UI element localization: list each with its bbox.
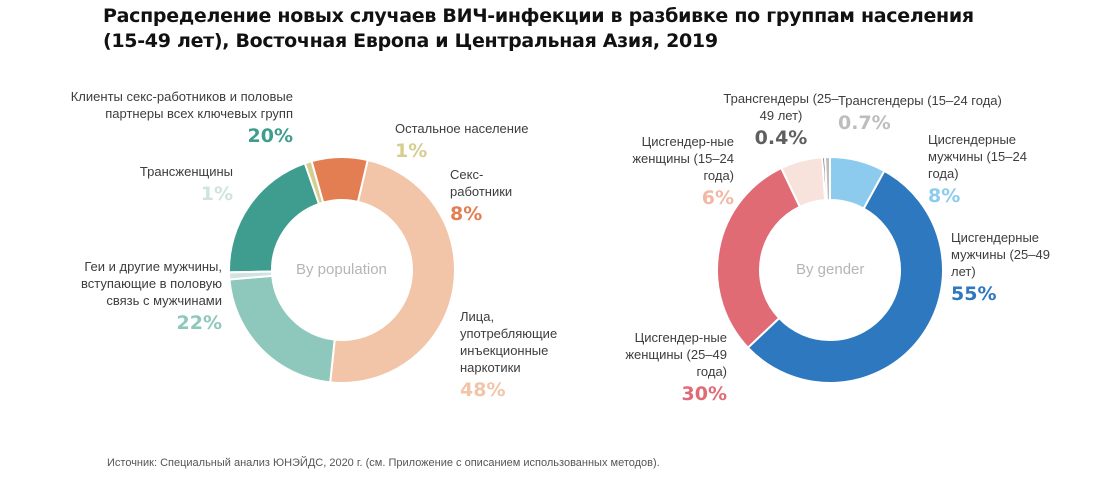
label-msm-text: Геи и другие мужчины, вступающие в полов… xyxy=(80,259,222,308)
donut-segment-population-4 xyxy=(228,274,336,384)
label-trans-25-49: Трансгендеры (25–49 лет) 0.4% xyxy=(720,90,842,150)
label-pwid: Лица, употребляющие инъекционные наркоти… xyxy=(460,308,590,402)
label-cis-women-15-24: Цисгендер-ные женщины (15–24 года) 6% xyxy=(628,133,734,210)
donut-gender xyxy=(716,155,944,384)
value-label-msm: 22% xyxy=(176,312,222,334)
label-other-population-text: Остальное население xyxy=(395,121,529,136)
donut-segment-population-0 xyxy=(228,162,321,274)
donut-segment-population-5 xyxy=(228,270,274,281)
label-pwid-text: Лица, употребляющие инъекционные наркоти… xyxy=(460,309,558,375)
label-msm: Геи и другие мужчины, вступающие в полов… xyxy=(70,258,222,335)
value-label-clients: 20% xyxy=(247,125,293,147)
source-note: Источник: Специальный анализ ЮНЭЙДС, 202… xyxy=(107,457,660,469)
label-cis-men-25-49-text: Цисгендерные мужчины (25–49 лет) xyxy=(951,230,1050,279)
donut-segment-gender-1 xyxy=(746,169,944,384)
label-trans-15-24: Трансгендеры (15–24 года) 0.7% xyxy=(838,92,1038,135)
label-transwomen-text: Трансженщины xyxy=(139,164,233,179)
label-clients: Клиенты секс-работников и половые партне… xyxy=(45,88,293,148)
value-label-cis-women-25-49: 30% xyxy=(681,383,727,405)
value-label-cis-women-15-24: 6% xyxy=(701,187,734,209)
value-label-trans-25-49: 0.4% xyxy=(754,127,808,149)
label-trans-15-24-text: Трансгендеры (15–24 года) xyxy=(838,93,1002,108)
value-label-cis-men-25-49: 55% xyxy=(951,283,997,305)
label-cis-women-25-49: Цисгендер-ные женщины (25–49 года) 30% xyxy=(610,329,727,406)
value-label-other-population: 1% xyxy=(395,140,428,162)
donut-segment-gender-5 xyxy=(823,155,831,202)
label-cis-men-15-24-text: Цисгендерные мужчины (15–24 года) xyxy=(928,132,1027,181)
label-clients-text: Клиенты секс-работников и половые партне… xyxy=(70,89,293,121)
value-label-sex-workers: 8% xyxy=(450,203,483,225)
donut-population xyxy=(228,156,456,384)
label-other-population: Остальное население 1% xyxy=(395,120,565,163)
center-label-population: By population xyxy=(296,261,387,278)
label-cis-women-15-24-text: Цисгендер-ные женщины (15–24 года) xyxy=(632,134,734,183)
label-trans-25-49-text: Трансгендеры (25–49 лет) xyxy=(723,91,839,123)
value-label-transwomen: 1% xyxy=(200,183,233,205)
label-transwomen: Трансженщины 1% xyxy=(100,163,233,206)
value-label-cis-men-15-24: 8% xyxy=(928,185,961,207)
chart-title: Распределение новых случаев ВИЧ-инфекции… xyxy=(103,5,974,52)
label-sex-workers-text: Секс-работники xyxy=(450,167,513,199)
donut-segment-population-3 xyxy=(329,158,456,384)
value-label-pwid: 48% xyxy=(460,379,506,401)
value-label-trans-15-24: 0.7% xyxy=(838,112,891,134)
label-sex-workers: Секс-работники 8% xyxy=(450,166,540,226)
label-cis-men-15-24: Цисгендерные мужчины (15–24 года) 8% xyxy=(928,131,1038,208)
label-cis-men-25-49: Цисгендерные мужчины (25–49 лет) 55% xyxy=(951,229,1061,306)
center-label-gender: By gender xyxy=(796,261,865,278)
label-cis-women-25-49-text: Цисгендер-ные женщины (25–49 года) xyxy=(625,330,727,379)
donut-segment-gender-2 xyxy=(716,166,802,350)
